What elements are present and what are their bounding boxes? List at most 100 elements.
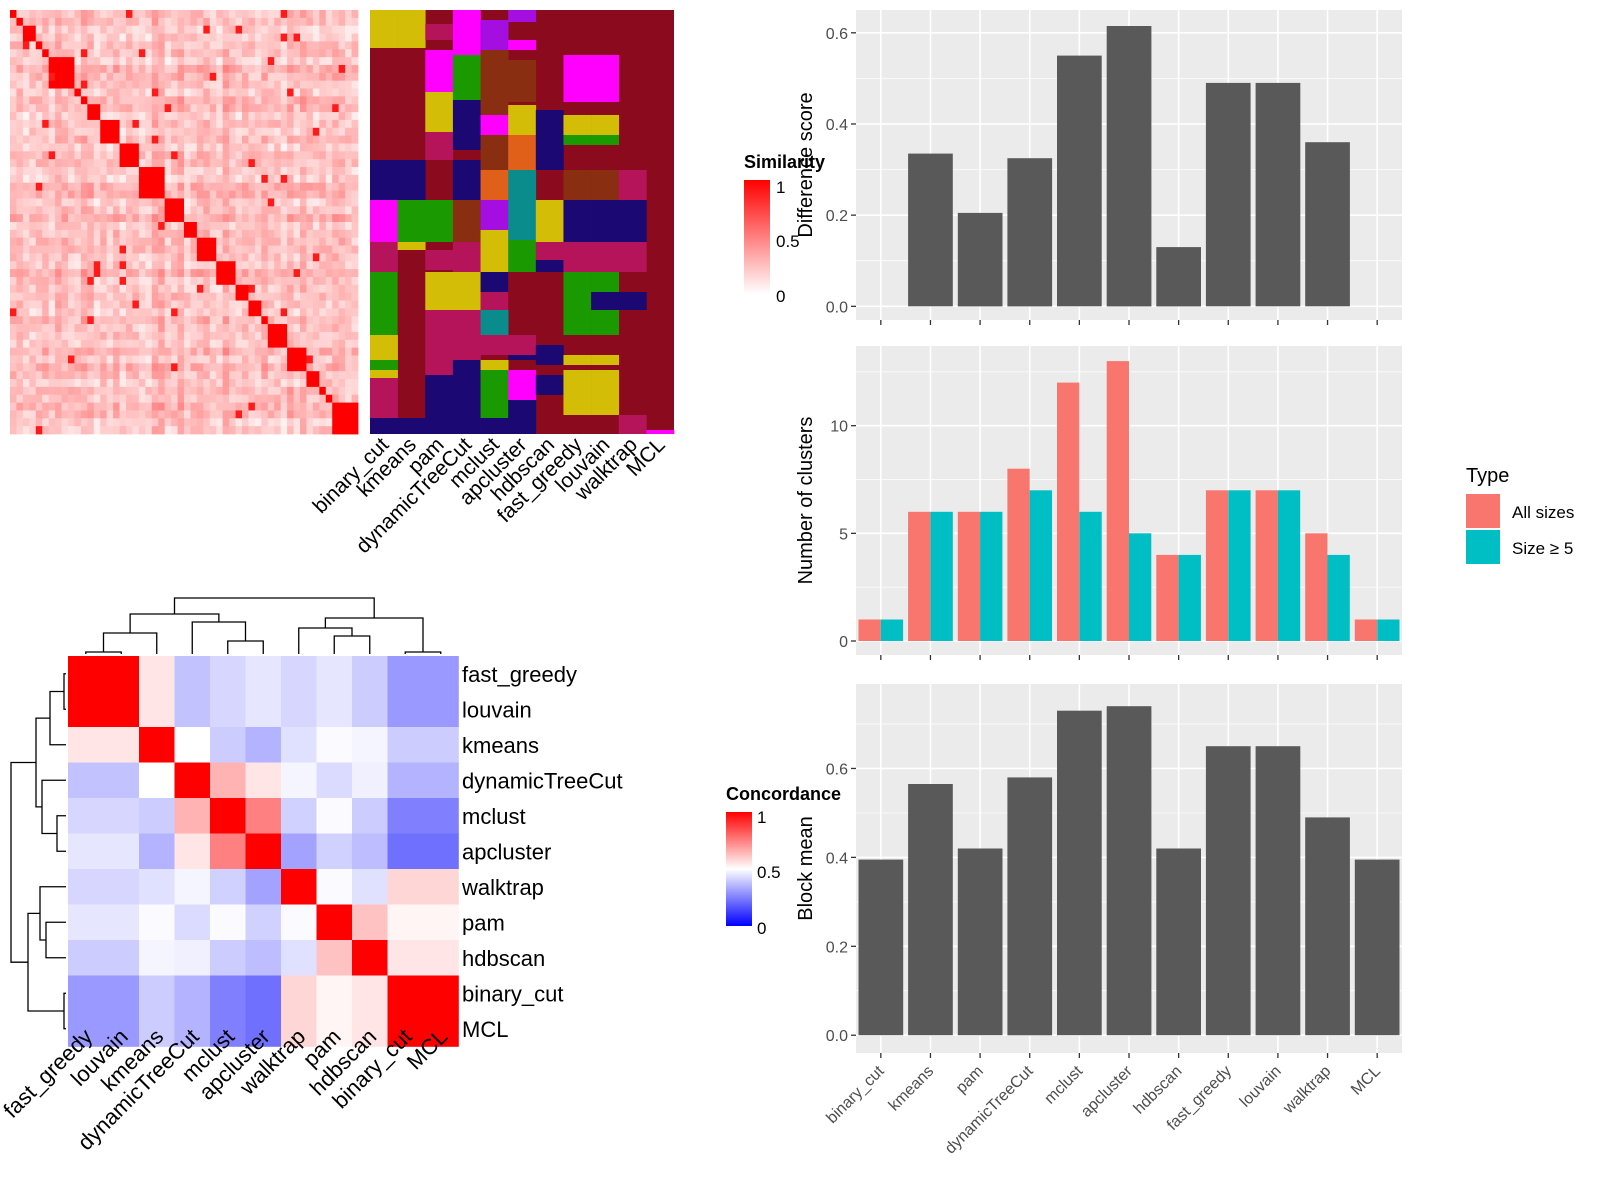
heatmap-cell <box>274 190 282 199</box>
cluster-segment <box>508 105 537 135</box>
heatmap-cell <box>345 331 352 341</box>
heatmap-cell <box>158 379 166 388</box>
heatmap-cell <box>74 135 82 144</box>
heatmap-cell <box>351 245 359 254</box>
heatmap-cell <box>267 96 275 105</box>
heatmap-cell <box>171 25 178 34</box>
heatmap-cell <box>248 386 256 396</box>
heatmap-cell <box>119 104 127 113</box>
heatmap-cell <box>274 41 282 50</box>
heatmap-cell <box>293 135 301 144</box>
heatmap-cell <box>126 324 133 333</box>
heatmap-cell <box>312 253 320 262</box>
heatmap-cell <box>164 300 172 309</box>
heatmap-cell <box>280 151 288 160</box>
heatmap-cell <box>332 49 340 58</box>
heatmap-cell <box>16 96 24 105</box>
heatmap-cell <box>261 96 269 105</box>
heatmap-cell <box>229 386 236 396</box>
heatmap-cell <box>190 300 198 309</box>
heatmap-cell <box>145 245 153 254</box>
cluster-segment <box>508 135 537 170</box>
heatmap-cell <box>171 300 178 309</box>
heatmap-cell <box>203 159 211 168</box>
heatmap-cell <box>68 167 75 176</box>
heatmap-cell <box>80 190 88 199</box>
heatmap-cell <box>248 198 256 207</box>
heatmap-cell <box>74 371 82 380</box>
heatmap-cell <box>171 198 178 207</box>
heatmap-cell <box>338 276 346 286</box>
cluster-segment <box>591 55 620 102</box>
heatmap-cell <box>106 245 114 254</box>
heatmap-cell <box>29 394 37 403</box>
heatmap-cell <box>16 119 24 129</box>
heatmap-cell <box>345 88 352 97</box>
heatmap-cell <box>119 33 127 42</box>
heatmap-cell <box>35 25 43 34</box>
heatmap-cell <box>196 300 204 309</box>
heatmap-cell <box>10 25 17 34</box>
heatmap-cell <box>29 418 37 427</box>
similarity-heatmap <box>10 10 359 435</box>
heatmap-cell <box>177 261 185 270</box>
heatmap-cell <box>319 10 327 19</box>
heatmap-cell <box>158 253 166 262</box>
heatmap-cell <box>68 206 75 215</box>
heatmap-cell <box>319 308 327 317</box>
heatmap-cell <box>216 174 224 184</box>
heatmap-cell <box>196 151 204 160</box>
heatmap-cell <box>119 112 127 121</box>
heatmap-cell <box>55 261 62 270</box>
heatmap-cell <box>138 96 146 105</box>
heatmap-cell <box>68 308 75 317</box>
heatmap-cell <box>235 119 243 129</box>
heatmap-cell <box>325 300 333 309</box>
heatmap-cell <box>106 96 114 105</box>
heatmap-cell <box>229 57 236 66</box>
concordance-row-label: walktrap <box>461 875 544 900</box>
heatmap-cell <box>209 206 217 215</box>
heatmap-cell <box>300 222 307 231</box>
heatmap-cell <box>229 214 236 223</box>
heatmap-cell <box>222 167 230 176</box>
heatmap-cell <box>16 57 24 66</box>
heatmap-cell <box>171 96 178 105</box>
heatmap-cell <box>100 379 108 388</box>
heatmap-cell <box>332 190 340 199</box>
heatmap-cell <box>61 49 69 58</box>
legend-swatch-size-ge-5 <box>1466 530 1500 564</box>
heatmap-cell <box>55 96 62 105</box>
heatmap-cell <box>145 276 153 286</box>
heatmap-cell <box>61 198 69 207</box>
heatmap-cell <box>138 253 146 262</box>
heatmap-cell <box>158 214 166 223</box>
heatmap-cell <box>164 363 172 372</box>
heatmap-cell <box>10 206 17 215</box>
heatmap-cell <box>319 167 327 176</box>
heatmap-cell <box>293 198 301 207</box>
heatmap-cell <box>29 41 37 50</box>
heatmap-cell <box>61 316 69 325</box>
heatmap-cell <box>293 363 301 372</box>
heatmap-cell <box>119 182 127 191</box>
heatmap-cell <box>126 229 133 239</box>
heatmap-cell <box>267 316 275 325</box>
cluster-segment <box>591 370 620 415</box>
concordance-cell <box>174 940 211 976</box>
heatmap-cell <box>93 104 101 113</box>
heatmap-cell <box>184 174 191 184</box>
heatmap-cell <box>55 229 62 239</box>
heatmap-cell <box>61 426 69 435</box>
heatmap-cell <box>203 119 211 129</box>
heatmap-cell <box>29 159 37 168</box>
heatmap-cell <box>87 80 95 89</box>
heatmap-cell <box>267 402 275 411</box>
heatmap-cell <box>216 331 224 341</box>
heatmap-cell <box>113 88 120 97</box>
heatmap-cell <box>274 17 282 27</box>
heatmap-cell <box>93 418 101 427</box>
heatmap-cell <box>351 371 359 380</box>
heatmap-cell <box>312 190 320 199</box>
heatmap-cell <box>203 72 211 82</box>
